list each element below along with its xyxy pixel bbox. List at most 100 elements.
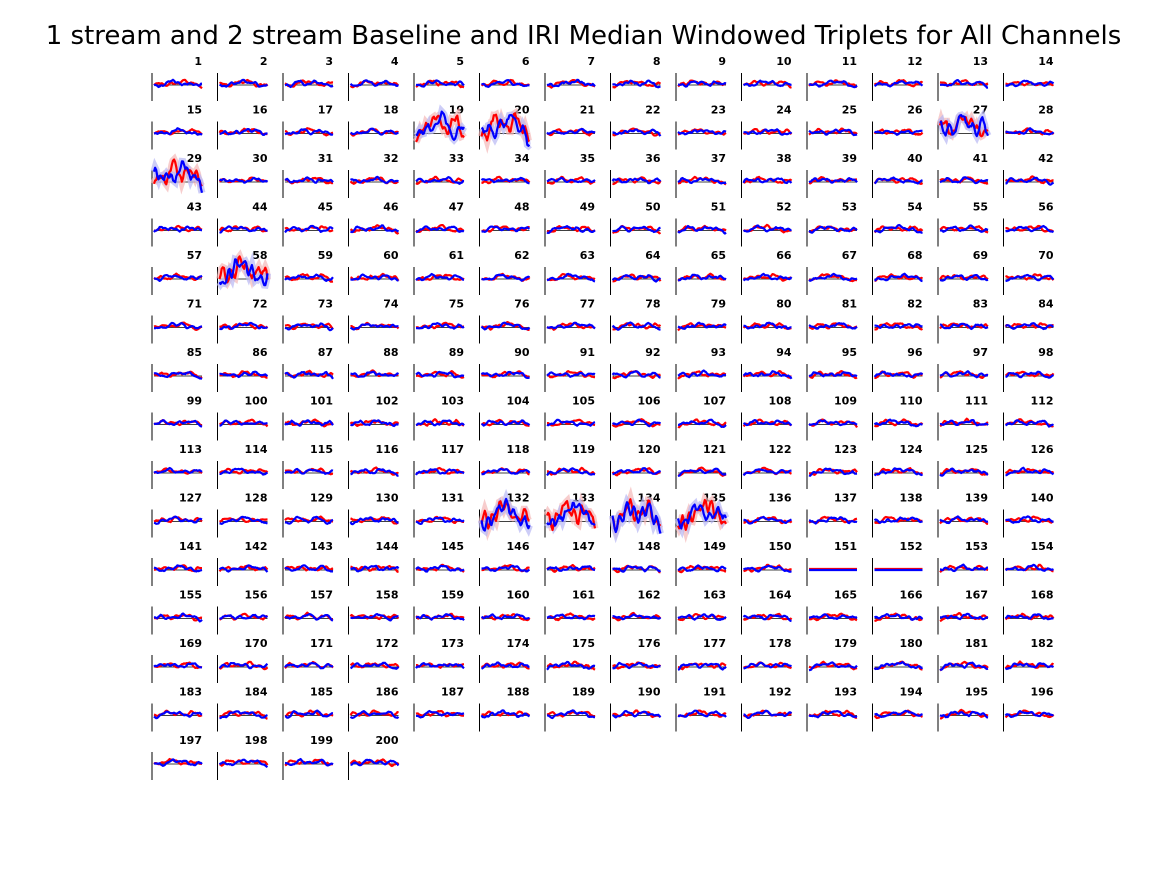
series-line-blue	[742, 79, 792, 88]
panel-label: 107	[703, 395, 726, 408]
panel-196: 196	[1003, 686, 1055, 732]
series-line-blue	[677, 564, 727, 573]
panel-82: 82	[872, 298, 923, 344]
series-line-red	[546, 563, 596, 573]
panel-label: 24	[776, 104, 792, 117]
panel-40: 40	[872, 152, 924, 198]
panel-47: 47	[413, 201, 465, 247]
panel-label: 73	[318, 298, 333, 311]
panel-label: 9	[718, 55, 726, 68]
series-line-blue	[939, 467, 989, 477]
series-line-blue	[808, 128, 858, 137]
series-line-blue	[1004, 662, 1055, 671]
panel-105: 105	[544, 395, 596, 441]
panel-103: 103	[413, 395, 465, 441]
series-line-blue	[415, 419, 465, 427]
series-line-blue	[349, 224, 400, 234]
panel-label: 68	[907, 249, 922, 262]
panel-137: 137	[806, 492, 858, 538]
panel-59: 59	[282, 249, 334, 295]
panel-label: 144	[376, 540, 399, 553]
series-line-blue	[349, 79, 399, 87]
series-line-blue	[611, 370, 661, 379]
panel-label: 65	[711, 249, 726, 262]
panel-118: 118	[479, 443, 531, 489]
series-line-blue	[677, 129, 727, 136]
panel-label: 177	[703, 637, 726, 650]
panel-155: 155	[151, 589, 203, 635]
panel-36: 36	[610, 152, 662, 198]
series-line-red	[1004, 370, 1055, 378]
series-line-blue	[154, 612, 203, 623]
series-line-blue	[350, 661, 400, 670]
panel-label: 164	[769, 589, 792, 602]
series-line-blue	[940, 79, 989, 89]
series-line-blue	[219, 128, 268, 136]
series-line-red	[873, 225, 924, 234]
series-line-blue	[415, 370, 465, 379]
panel-113: 113	[151, 443, 203, 489]
panel-85: 85	[151, 346, 203, 392]
panel-96: 96	[872, 346, 924, 392]
series-line-blue	[1004, 613, 1054, 621]
panel-12: 12	[872, 55, 924, 101]
panel-163: 163	[675, 589, 727, 635]
panel-label: 42	[1038, 152, 1053, 165]
series-line-blue	[677, 321, 727, 330]
panel-label: 171	[310, 637, 333, 650]
series-line-blue	[939, 176, 989, 185]
panel-66: 66	[741, 249, 793, 295]
panel-168: 168	[1003, 589, 1055, 635]
panel-label: 174	[507, 637, 530, 650]
panel-197: 197	[151, 734, 203, 780]
series-line-blue	[480, 613, 530, 621]
panel-29: 29	[150, 152, 206, 198]
series-line-blue	[153, 564, 203, 573]
panel-143: 143	[282, 540, 334, 586]
panel-98: 98	[1003, 346, 1055, 392]
panel-label: 114	[245, 443, 268, 456]
panel-label: 108	[769, 395, 792, 408]
panel-label: 21	[580, 104, 595, 117]
panel-94: 94	[741, 346, 793, 392]
series-line-blue	[743, 661, 792, 670]
panel-109: 109	[806, 395, 858, 441]
panel-label: 167	[965, 589, 988, 602]
panel-120: 120	[610, 443, 662, 489]
series-line-blue	[415, 272, 465, 282]
panel-label: 52	[776, 201, 791, 214]
series-line-blue	[153, 662, 202, 669]
series-line-blue	[939, 710, 989, 719]
series-line-red	[742, 273, 792, 282]
panel-label: 185	[310, 686, 333, 699]
series-line-blue	[284, 419, 334, 427]
series-line-blue	[676, 503, 727, 530]
series-line-blue	[480, 497, 531, 532]
series-line-blue	[284, 613, 334, 622]
series-line-blue	[873, 516, 923, 524]
series-line-blue	[612, 128, 662, 137]
panel-label: 170	[245, 637, 268, 650]
panel-label: 32	[383, 152, 398, 165]
series-line-blue	[808, 79, 858, 89]
panel-172: 172	[348, 637, 400, 683]
series-line-red	[677, 418, 727, 429]
panel-label: 33	[449, 152, 464, 165]
series-line-blue	[349, 175, 399, 184]
panel-label: 38	[776, 152, 791, 165]
panel-91: 91	[544, 346, 596, 392]
panel-label: 58	[252, 249, 267, 262]
series-line-blue	[481, 564, 531, 573]
series-line-blue	[218, 176, 269, 184]
panel-label: 166	[900, 589, 923, 602]
panel-42: 42	[1003, 152, 1055, 198]
panel-label: 121	[703, 443, 726, 456]
panel-10: 10	[741, 55, 792, 101]
series-line-blue	[350, 370, 400, 378]
series-line-red	[416, 662, 464, 669]
panel-194: 194	[872, 686, 923, 732]
series-line-blue	[153, 466, 203, 474]
series-line-blue	[873, 223, 923, 234]
series-line-blue	[743, 709, 793, 719]
